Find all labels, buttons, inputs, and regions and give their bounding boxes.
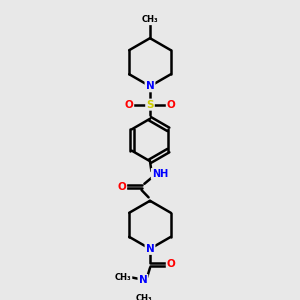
Text: O: O	[167, 100, 176, 110]
Text: CH₃: CH₃	[136, 294, 153, 300]
Text: N: N	[146, 244, 154, 254]
Text: O: O	[117, 182, 126, 192]
Text: N: N	[139, 275, 147, 285]
Text: N: N	[146, 81, 154, 91]
Text: O: O	[167, 260, 176, 269]
Text: CH₃: CH₃	[115, 273, 131, 282]
Text: S: S	[146, 100, 154, 110]
Text: NH: NH	[152, 169, 168, 179]
Text: CH₃: CH₃	[142, 15, 158, 24]
Text: O: O	[124, 100, 133, 110]
